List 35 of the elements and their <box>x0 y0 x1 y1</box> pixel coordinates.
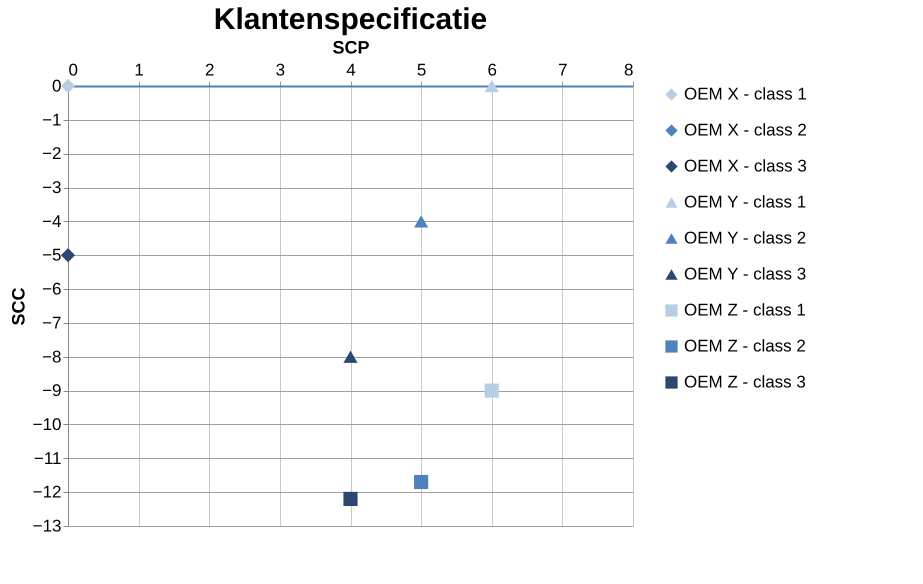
x-tick-label: 2 <box>205 60 214 80</box>
x-tick-label: 4 <box>346 60 356 80</box>
legend-label: OEM Y - class 3 <box>684 264 806 284</box>
y-tick-label: −2 <box>42 144 62 164</box>
legend-label: OEM Z - class 2 <box>684 336 806 356</box>
x-axis-title: SCP <box>332 38 370 58</box>
y-tick-label: −13 <box>32 516 62 536</box>
x-tick-label: 6 <box>488 60 497 80</box>
x-tick-label: 5 <box>416 60 426 80</box>
legend-label: OEM Y - class 1 <box>684 192 806 212</box>
x-tick-label: 1 <box>134 60 144 80</box>
x-tick-label: 8 <box>624 60 634 80</box>
y-tick-label: −1 <box>42 110 62 130</box>
x-tick-label: 0 <box>68 60 78 80</box>
y-tick-label: −8 <box>42 347 62 366</box>
legend-label: OEM X - class 3 <box>684 156 807 176</box>
legend-label: OEM X - class 1 <box>684 84 807 104</box>
legend-label: OEM Z - class 3 <box>684 372 806 392</box>
y-tick-label: −6 <box>42 280 62 299</box>
y-tick-label: −5 <box>42 246 62 265</box>
y-tick-label: −11 <box>34 448 62 468</box>
legend-label: OEM Z - class 1 <box>684 300 806 320</box>
y-tick-label: −7 <box>42 313 62 332</box>
y-tick-label: −3 <box>42 178 62 198</box>
x-tick-label: 3 <box>276 60 286 80</box>
y-tick-label: −4 <box>42 212 62 231</box>
y-tick-label: −9 <box>42 381 62 400</box>
y-tick-label: −12 <box>32 482 62 502</box>
y-tick-label: 0 <box>52 76 62 96</box>
legend-label: OEM X - class 2 <box>684 120 807 140</box>
y-tick-label: −10 <box>32 414 62 434</box>
chart-title: Klantenspecificatie <box>214 3 488 36</box>
legend-label: OEM Y - class 2 <box>684 228 806 248</box>
y-axis-title: SCC <box>8 287 29 326</box>
x-tick-label: 7 <box>558 60 568 80</box>
